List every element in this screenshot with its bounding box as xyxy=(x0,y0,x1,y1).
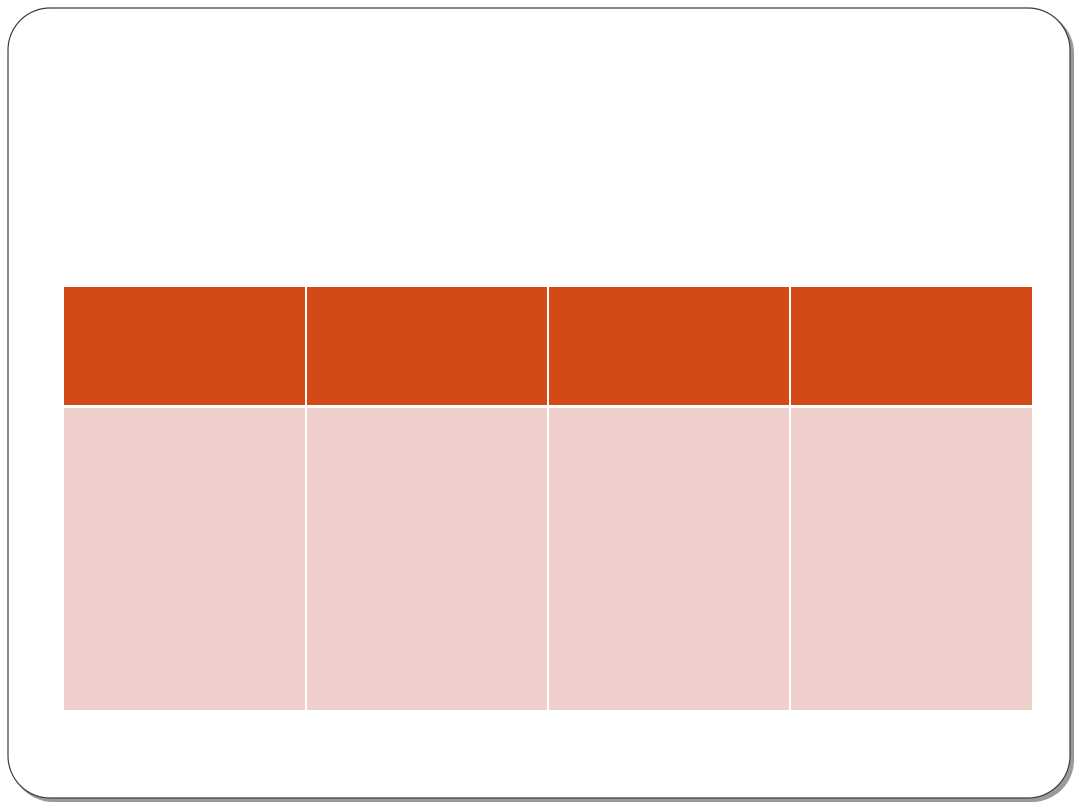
body-cell xyxy=(307,408,547,710)
header-cell xyxy=(791,287,1032,405)
body-cell xyxy=(64,408,305,710)
header-cell xyxy=(64,287,305,405)
body-cell xyxy=(549,408,789,710)
table xyxy=(64,287,1032,710)
header-cell xyxy=(549,287,789,405)
header-cell xyxy=(307,287,547,405)
body-cell xyxy=(791,408,1032,710)
